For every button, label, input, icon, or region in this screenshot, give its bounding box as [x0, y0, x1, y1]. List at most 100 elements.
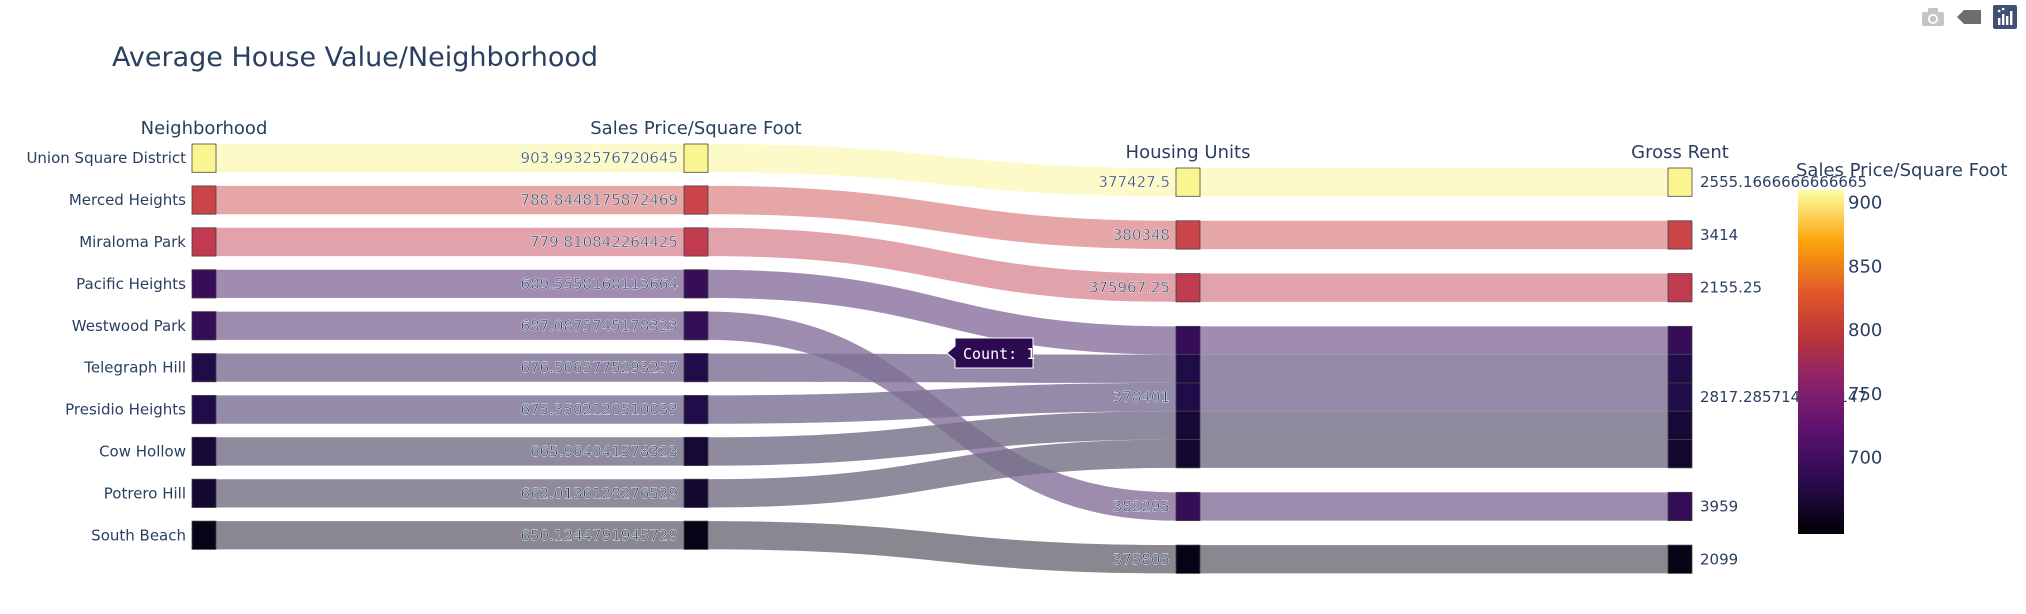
category-label-gross-rent: 2555.1666666666665	[1700, 173, 1867, 191]
ribbon-miraloma-park-2[interactable]	[708, 227, 1176, 302]
category-label-neighborhood: Miraloma Park	[79, 233, 186, 251]
category-bar-neighborhood-telegraph-hill[interactable]	[191, 353, 217, 383]
hover-mode-button[interactable]	[1956, 4, 1982, 30]
ribbon-miraloma-park-3[interactable]	[1200, 273, 1668, 302]
category-bar-gross-rent-3959[interactable]	[1667, 491, 1693, 522]
ribbon-merced-heights-1[interactable]	[216, 185, 684, 215]
category-bar-neighborhood-union-square-district[interactable]	[191, 143, 217, 173]
ribbons-layer	[216, 144, 1668, 574]
ribbon-union-square-district-1[interactable]	[216, 144, 684, 173]
category-bar-housing-units-375805[interactable]	[1175, 544, 1201, 574]
ribbon-telegraph-hill-3[interactable]	[1200, 354, 1668, 383]
ribbon-south-beach-3[interactable]	[1200, 545, 1668, 574]
category-label-housing-units: 380348	[1113, 226, 1170, 244]
category-bar-neighborhood-westwood-park[interactable]	[191, 311, 217, 341]
modebar	[1920, 4, 2018, 30]
dimension-header-neighborhood[interactable]: Neighborhood	[141, 118, 268, 139]
category-bar-sales-price-square-foot-779-810842264425[interactable]	[683, 227, 709, 257]
ribbon-cow-hollow-2[interactable]	[708, 411, 1176, 466]
category-bar-housing-units-378401[interactable]	[1175, 354, 1201, 384]
ribbon-telegraph-hill-1[interactable]	[216, 353, 684, 382]
category-bar-sales-price-square-foot-788-8448175872469[interactable]	[683, 185, 709, 215]
category-bar-neighborhood-merced-heights[interactable]	[191, 185, 217, 215]
ribbon-union-square-district-2[interactable]	[708, 144, 1176, 197]
ribbon-potrero-hill-3[interactable]	[1200, 439, 1668, 468]
category-bar-sales-price-square-foot-665-964041578323[interactable]	[683, 436, 709, 466]
category-label-sales-price-square-foot: 689.5558168113664	[521, 275, 678, 293]
category-bar-sales-price-square-foot-903-9932576720645[interactable]	[683, 143, 709, 173]
hover-box	[946, 337, 1034, 369]
category-bar-neighborhood-cow-hollow[interactable]	[191, 436, 217, 466]
category-bar-sales-price-square-foot-689-5558168113664[interactable]	[683, 269, 709, 299]
ribbon-south-beach-1[interactable]	[216, 521, 684, 550]
category-bars-layer	[191, 143, 1693, 574]
colorbar-tick-label: 850	[1848, 256, 1882, 277]
category-bar-gross-rent-2817-2857142857147[interactable]	[1667, 410, 1693, 440]
category-bar-gross-rent-2155-25[interactable]	[1667, 273, 1693, 303]
category-bar-gross-rent-2817-2857142857147[interactable]	[1667, 382, 1693, 412]
ribbon-pacific-heights-2[interactable]	[708, 269, 1176, 355]
dimension-header-housing-units[interactable]: Housing Units	[1126, 142, 1251, 163]
category-label-neighborhood: Merced Heights	[69, 191, 186, 209]
category-bar-sales-price-square-foot-675-3502120510033[interactable]	[683, 394, 709, 425]
category-bar-housing-units-378401[interactable]	[1175, 382, 1201, 412]
dimension-header-sales-price-square-foot[interactable]: Sales Price/Square Foot	[590, 118, 802, 139]
colorbar-tick-label: 750	[1848, 384, 1882, 405]
category-bar-gross-rent-2817-2857142857147[interactable]	[1667, 354, 1693, 384]
category-bar-gross-rent-2817-2857142857147[interactable]	[1667, 325, 1693, 356]
category-label-sales-price-square-foot: 665.964041578323	[530, 442, 678, 460]
ribbon-merced-heights-3[interactable]	[1200, 220, 1668, 250]
ribbon-cow-hollow-3[interactable]	[1200, 411, 1668, 440]
category-bar-housing-units-375967-25[interactable]	[1175, 273, 1201, 303]
ribbon-pacific-heights-3[interactable]	[1200, 326, 1668, 355]
ribbon-potrero-hill-1[interactable]	[216, 479, 684, 508]
category-label-neighborhood: Presidio Heights	[65, 401, 186, 419]
hover-tooltip: Count: 1	[946, 337, 1035, 369]
category-bar-gross-rent-3414[interactable]	[1667, 220, 1693, 250]
colorbar-tick-label: 900	[1848, 193, 1882, 214]
ribbon-westwood-park-1[interactable]	[216, 311, 684, 340]
category-bar-housing-units-378401[interactable]	[1175, 410, 1201, 440]
ribbon-pacific-heights-1[interactable]	[216, 269, 684, 298]
category-bar-sales-price-square-foot-650-1244791945729[interactable]	[683, 520, 709, 550]
category-bar-housing-units-377427-5[interactable]	[1175, 167, 1201, 197]
ribbon-cow-hollow-1[interactable]	[216, 437, 684, 466]
ribbon-miraloma-park-1[interactable]	[216, 227, 684, 257]
category-bar-neighborhood-pacific-heights[interactable]	[191, 269, 217, 299]
category-bar-sales-price-square-foot-687-0875745178323[interactable]	[683, 311, 709, 341]
category-label-sales-price-square-foot: 687.0875745178323	[521, 317, 678, 335]
ribbon-south-beach-2[interactable]	[708, 521, 1176, 574]
plotly-logo-button[interactable]	[1992, 4, 2018, 30]
category-bar-gross-rent-2555-1666666666665[interactable]	[1667, 167, 1693, 197]
category-bar-neighborhood-potrero-hill[interactable]	[191, 478, 217, 508]
colorbar-title: Sales Price/Square Foot	[1796, 160, 2008, 181]
ribbon-presidio-heights-1[interactable]	[216, 395, 684, 424]
ribbon-telegraph-hill-2[interactable]	[708, 353, 1176, 383]
ribbon-potrero-hill-2[interactable]	[708, 439, 1176, 508]
category-label-neighborhood: Telegraph Hill	[83, 359, 186, 377]
hover-text: Count: 1	[963, 345, 1035, 363]
camera-icon	[1922, 8, 1944, 26]
category-bar-housing-units-380348[interactable]	[1175, 220, 1201, 250]
ribbon-merced-heights-2[interactable]	[708, 185, 1176, 250]
ribbon-union-square-district-3[interactable]	[1200, 168, 1668, 197]
category-bar-gross-rent-2099[interactable]	[1667, 544, 1693, 574]
category-label-housing-units: 375967.25	[1089, 279, 1170, 297]
category-bar-neighborhood-presidio-heights[interactable]	[191, 394, 217, 425]
category-bar-neighborhood-south-beach[interactable]	[191, 520, 217, 550]
category-bar-neighborhood-miraloma-park[interactable]	[191, 227, 217, 257]
category-bar-sales-price-square-foot-662-0136128276529[interactable]	[683, 478, 709, 508]
category-bar-gross-rent-2817-2857142857147[interactable]	[1667, 439, 1693, 469]
category-label-housing-units: 378401	[1113, 388, 1170, 406]
category-bar-sales-price-square-foot-676-5065775293257[interactable]	[683, 353, 709, 383]
category-bar-housing-units-378401[interactable]	[1175, 439, 1201, 469]
ribbon-presidio-heights-3[interactable]	[1200, 382, 1668, 412]
ribbon-presidio-heights-2[interactable]	[708, 382, 1176, 424]
dimension-header-gross-rent[interactable]: Gross Rent	[1631, 142, 1729, 163]
camera-button[interactable]	[1920, 4, 1946, 30]
category-bar-housing-units-382295[interactable]	[1175, 491, 1201, 522]
ribbon-westwood-park-3[interactable]	[1200, 492, 1668, 521]
category-bar-housing-units-378401[interactable]	[1175, 325, 1201, 356]
category-label-sales-price-square-foot: 662.0136128276529	[521, 484, 678, 502]
